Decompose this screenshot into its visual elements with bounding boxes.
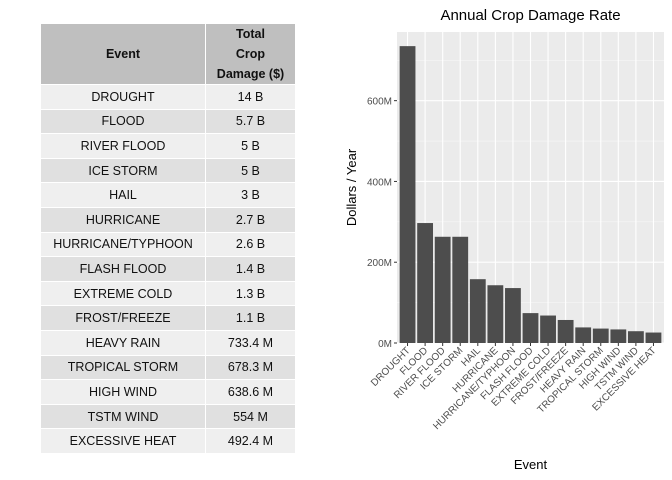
table-row: HURRICANE/TYPHOON 2.6 B [40,231,296,258]
bar [540,315,556,343]
table-cell-damage: 554 M [205,403,296,430]
table-row: HURRICANE 2.7 B [40,206,296,233]
table-cell-damage: 5.7 B [205,108,296,135]
table-row: HEAVY RAIN 733.4 M [40,329,296,356]
y-tick-label: 600M [367,97,392,108]
bar [522,313,539,343]
header-damage: Total Crop Damage ($) [205,23,296,85]
bar [610,329,627,343]
bar [557,319,574,343]
table-cell-event: EXTREME COLD [40,280,206,307]
table-row: RIVER FLOOD 5 B [40,133,296,159]
table-cell-event: HAIL [40,182,206,208]
table-cell-event: TSTM WIND [40,403,206,430]
table-cell-damage: 2.6 B [205,231,296,258]
table-row: EXTREME COLD 1.3 B [40,280,296,307]
table-cell-damage: 2.7 B [205,206,296,233]
table-cell-event: FLASH FLOOD [40,256,206,282]
bar [505,288,521,343]
table-row: HIGH WIND 638.6 M [40,379,296,405]
chart-title: Annual Crop Damage Rate [440,7,620,24]
table-cell-event: FLOOD [40,108,206,135]
bar [469,279,486,343]
table-cell-damage: 638.6 M [205,379,296,405]
table-row: HAIL 3 B [40,182,296,208]
table-cell-event: EXCESSIVE HEAT [40,428,206,454]
table-cell-damage: 678.3 M [205,354,296,381]
table-cell-event: HIGH WIND [40,379,206,405]
y-axis-label: Dollars / Year [344,148,359,226]
table-cell-event: HURRICANE [40,206,206,233]
table-cell-event: ICE STORM [40,157,206,184]
table-body: DROUGHT 14 B FLOOD 5.7 B RIVER FLOOD 5 B ICE S… [40,84,296,454]
table-cell-event: HURRICANE/TYPHOON [40,231,206,258]
table-cell-damage: 5 B [205,157,296,184]
table-cell-damage: 5 B [205,133,296,159]
table-cell-event: RIVER FLOOD [40,133,206,159]
bar [487,285,504,343]
table-cell-damage: 3 B [205,182,296,208]
header-damage-label: Total Crop Damage ($) [216,27,285,81]
bar [434,236,451,343]
bar [592,328,609,343]
table-row: FLASH FLOOD 1.4 B [40,256,296,282]
table-row: EXCESSIVE HEAT 492.4 M [40,428,296,454]
table-row: TSTM WIND 554 M [40,403,296,430]
table-cell-damage: 492.4 M [205,428,296,454]
table-cell-event: TROPICAL STORM [40,354,206,381]
y-tick-label: 200M [367,258,392,269]
table-cell-event: FROST/FREEZE [40,305,206,331]
table-cell-damage: 14 B [205,84,296,110]
table-cell-damage: 1.1 B [205,305,296,331]
y-tick-label: 0M [378,339,392,350]
table-cell-damage: 1.4 B [205,256,296,282]
x-axis-label: Event [514,457,548,472]
table-row: DROUGHT 14 B [40,84,296,110]
bar [417,223,434,343]
bar [452,236,469,343]
table-row: FROST/FREEZE 1.1 B [40,305,296,331]
bar [645,332,662,343]
bar [627,331,644,343]
table-header-row: Event Total Crop Damage ($) [40,23,296,85]
table-cell-damage: 1.3 B [205,280,296,307]
bar [575,327,592,343]
y-tick-label: 400M [367,177,392,188]
bar [399,46,416,344]
table-row: FLOOD 5.7 B [40,108,296,135]
table-cell-event: DROUGHT [40,84,206,110]
table-row: ICE STORM 5 B [40,157,296,184]
table-cell-event: HEAVY RAIN [40,329,206,356]
header-event: Event [40,23,206,85]
table-row: TROPICAL STORM 678.3 M [40,354,296,381]
table-cell-damage: 733.4 M [205,329,296,356]
